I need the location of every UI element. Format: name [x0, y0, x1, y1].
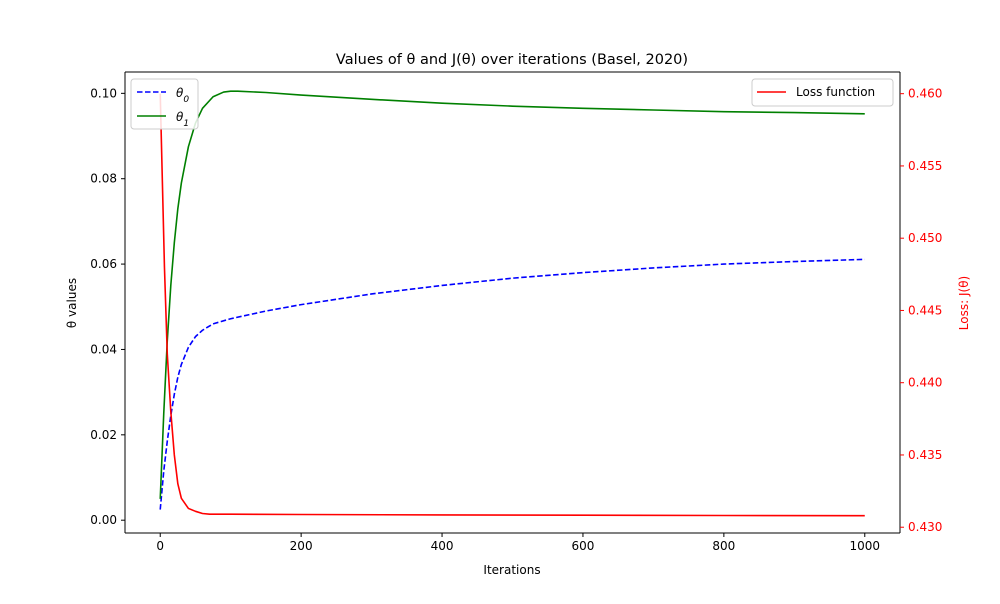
legend-label-loss: Loss function [796, 85, 875, 99]
plot-layer: 0 200 400 600 800 1000 0.00 0.02 0.04 0.06 0.08 0.1… [90, 71, 942, 553]
x-tick-label-4: 800 [712, 539, 735, 553]
y-left-axis-label: θ values [65, 278, 79, 328]
series-line-0 [159, 258, 865, 510]
x-tick-label-2: 400 [431, 539, 454, 553]
y-left-tick-label-4: 0.08 [90, 172, 117, 186]
y-right-tick-label-2: 0.440 [908, 376, 942, 390]
x-tick-label-1: 200 [290, 539, 313, 553]
y-left-tick-label-1: 0.02 [90, 428, 117, 442]
x-tick-label-0: 0 [156, 539, 164, 553]
y-left-tick-label-0: 0.00 [90, 513, 117, 527]
x-axis-label: Iterations [483, 563, 540, 577]
legend-right-box [751, 78, 894, 107]
y-right-tick-label-3: 0.445 [908, 303, 942, 317]
y-right-tick-label-5: 0.455 [908, 159, 942, 173]
y-right-tick-label-4: 0.450 [908, 231, 942, 245]
series-line-1 [159, 90, 865, 499]
y-left-tick-label-5: 0.10 [90, 86, 117, 100]
x-tick-label-5: 1000 [849, 539, 880, 553]
chart-title: Values of θ and J(θ) over iterations (Ba… [336, 52, 688, 68]
y-left-tick-label-3: 0.06 [90, 257, 117, 271]
y-right-tick-label-0: 0.430 [908, 520, 942, 534]
y-right-tick-label-1: 0.435 [908, 448, 942, 462]
series-line-2 [159, 93, 865, 517]
y-left-tick-label-2: 0.04 [90, 342, 117, 356]
x-tick-label-3: 600 [572, 539, 595, 553]
y-right-axis-label: Loss: J(θ) [957, 276, 971, 330]
legend-right: Loss function [751, 78, 894, 107]
y-right-tick-label-6: 0.460 [908, 87, 942, 101]
